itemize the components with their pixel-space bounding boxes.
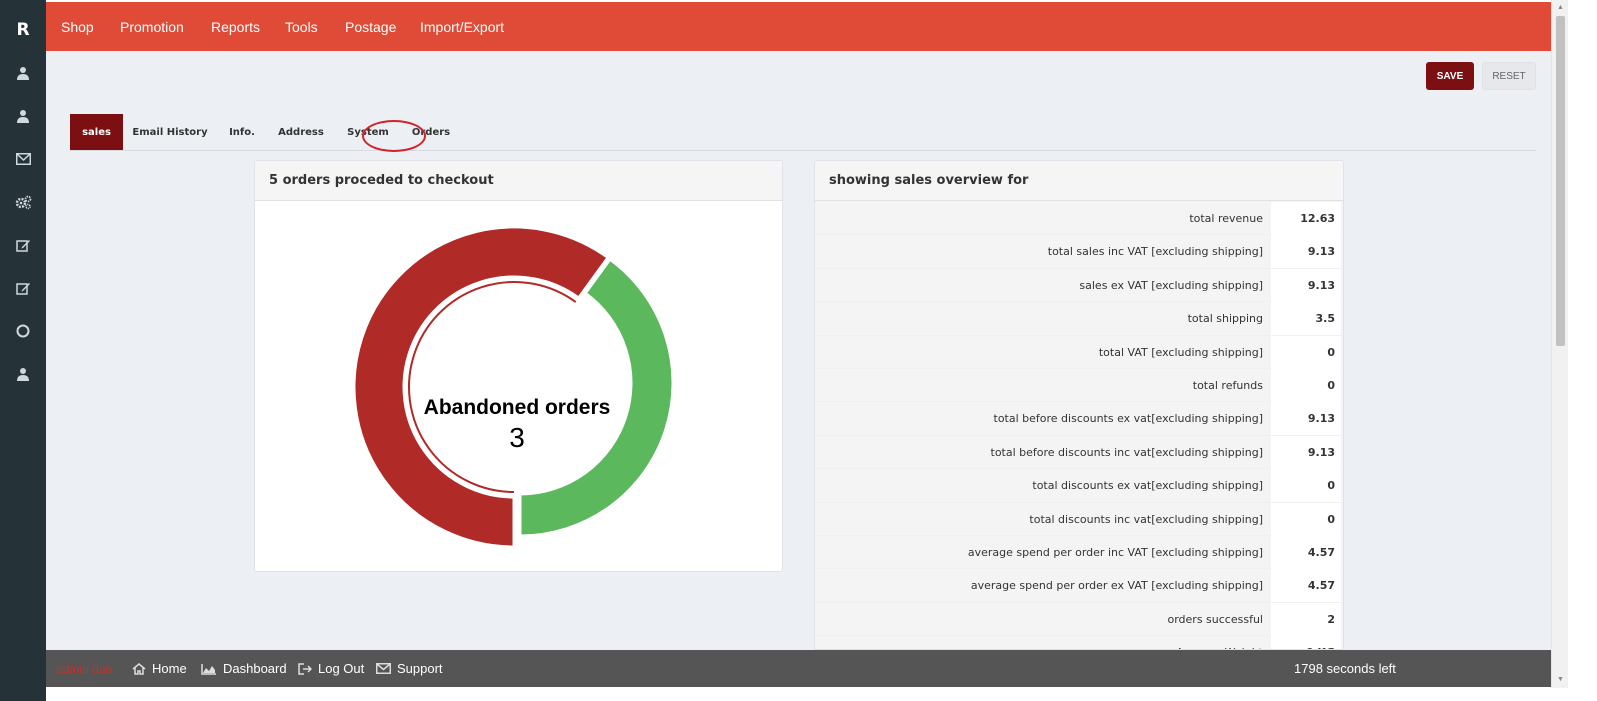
top-navigation: Shop Promotion Reports Tools Postage Imp… — [46, 2, 1551, 51]
nav-reports[interactable]: Reports — [211, 19, 261, 35]
stat-row: total revenue 12.63 — [815, 202, 1343, 236]
stat-row: total shipping 3.5 — [815, 302, 1343, 336]
user-icon[interactable] — [14, 107, 32, 125]
reset-button[interactable]: RESET — [1482, 62, 1536, 90]
area-chart-icon — [201, 663, 216, 675]
nav-promotion[interactable]: Promotion — [120, 19, 184, 35]
stat-value: 9.13 — [1271, 402, 1341, 436]
stat-label: total discounts ex vat[excluding shippin… — [1032, 479, 1263, 493]
checkout-chart-panel: 5 orders proceded to checkout Abandoned … — [254, 160, 783, 572]
stat-label: total revenue — [1189, 212, 1263, 225]
stat-value: 9.13 — [1271, 268, 1341, 302]
home-icon — [132, 662, 146, 675]
scroll-down-icon[interactable]: ▼ — [1557, 676, 1564, 683]
footer-dashboard-label: Dashboard — [223, 661, 287, 676]
sales-overview-panel: showing sales overview for total revenue… — [814, 160, 1344, 650]
circle-icon[interactable] — [14, 322, 32, 340]
stat-value: 0 — [1271, 335, 1341, 369]
tab-sales[interactable]: sales — [70, 114, 123, 150]
tab-address[interactable]: Address — [278, 126, 324, 138]
app-logo[interactable]: R — [16, 20, 30, 40]
stat-value: 0 — [1271, 368, 1341, 402]
stat-label: sales ex VAT [excluding shipping] — [1079, 278, 1263, 292]
tab-orders[interactable]: Orders — [411, 126, 451, 138]
tab-info[interactable]: Info. — [229, 126, 255, 138]
page-scrollbar[interactable]: ▲ ▼ — [1551, 0, 1568, 688]
edit-icon[interactable] — [14, 236, 32, 254]
stat-row: orders successful 2 — [815, 602, 1343, 637]
stat-row: total VAT [excluding shipping] 0 — [815, 335, 1343, 369]
stat-value: 12.63 — [1271, 202, 1341, 235]
stat-value: 4.57 — [1271, 535, 1341, 569]
sidebar: R — [0, 0, 46, 701]
stat-value: 4.57 — [1271, 569, 1341, 603]
stat-row: total before discounts ex vat[excluding … — [815, 402, 1343, 436]
stat-label: total VAT [excluding shipping] — [1098, 345, 1263, 359]
envelope-icon — [376, 663, 391, 674]
stat-value: 9.13 — [1271, 435, 1341, 469]
footer-support-label: Support — [397, 661, 443, 676]
scroll-thumb[interactable] — [1556, 16, 1565, 346]
session-timer: 1798 seconds left — [1294, 661, 1396, 676]
donut-chart: Abandoned orders 3 — [352, 225, 675, 549]
stat-value: 3.5 — [1271, 302, 1341, 336]
stat-label: average spend per order inc VAT [excludi… — [967, 545, 1263, 559]
scroll-up-icon[interactable]: ▲ — [1557, 4, 1564, 11]
chart-center-value: 3 — [509, 422, 525, 453]
stat-value: 0 — [1271, 469, 1341, 503]
envelope-icon[interactable] — [14, 150, 32, 168]
nav-tools[interactable]: Tools — [285, 19, 318, 35]
stat-label: Average Weight — [1176, 646, 1263, 649]
nav-import-export[interactable]: Import/Export — [420, 19, 505, 35]
tab-bar: sales Email History Info. Address System… — [70, 114, 1536, 152]
stat-label: total discounts inc vat[excluding shippi… — [1029, 512, 1263, 526]
user-icon[interactable] — [14, 365, 32, 383]
tab-email-history[interactable]: Email History — [132, 126, 208, 138]
stat-row: sales ex VAT [excluding shipping] 9.13 — [815, 268, 1343, 303]
chart-center-label: Abandoned orders — [424, 396, 611, 419]
footer-logout-label: Log Out — [318, 661, 365, 676]
footer-home-label: Home — [152, 661, 187, 676]
stat-label: orders successful — [1167, 612, 1264, 626]
logout-icon — [298, 662, 312, 675]
stat-label: average spend per order ex VAT [excludin… — [970, 579, 1263, 593]
stat-value: 0 KG — [1271, 636, 1341, 649]
stat-label: total shipping — [1187, 312, 1263, 326]
stat-label: total before discounts inc vat[excluding… — [990, 445, 1264, 459]
gears-icon[interactable] — [14, 193, 32, 211]
footer-home[interactable]: Home — [132, 661, 187, 676]
save-button[interactable]: SAVE — [1426, 62, 1474, 90]
stats-table: total revenue 12.63 total sales inc VAT [e… — [815, 202, 1343, 649]
nav-postage[interactable]: Postage — [345, 19, 397, 35]
stat-label: total before discounts ex vat[excluding … — [993, 412, 1264, 426]
stat-row: total before discounts inc vat[excluding… — [815, 435, 1343, 470]
nav-shop[interactable]: Shop — [61, 19, 94, 35]
footer-dashboard[interactable]: Dashboard — [201, 661, 287, 676]
edit-icon[interactable] — [14, 279, 32, 297]
stat-label: total sales inc VAT [excluding shipping] — [1047, 245, 1263, 259]
tab-system[interactable]: System — [347, 126, 389, 138]
chart-panel-title: 5 orders proceded to checkout — [255, 161, 782, 201]
footer-bar: admin duo Home Dashboard Log Out Support… — [46, 650, 1551, 687]
stat-row: average spend per order ex VAT [excludin… — [815, 569, 1343, 603]
stat-row: total sales inc VAT [excluding shipping]… — [815, 235, 1343, 269]
stat-row: total refunds 0 — [815, 368, 1343, 403]
footer-support[interactable]: Support — [376, 661, 443, 676]
stat-row: total discounts ex vat[excluding shippin… — [815, 469, 1343, 503]
stats-panel-title: showing sales overview for — [815, 161, 1343, 201]
admin-user[interactable]: admin duo — [56, 662, 113, 676]
stat-label: total refunds — [1192, 378, 1263, 392]
footer-logout[interactable]: Log Out — [298, 661, 364, 676]
stat-row: Average Weight 0 KG — [815, 636, 1343, 649]
donut-inner-ring — [408, 281, 577, 493]
stat-value: 2 — [1271, 602, 1341, 636]
donut-slice-completed[interactable] — [518, 257, 675, 538]
user-icon[interactable] — [14, 64, 32, 82]
stat-row: total discounts inc vat[excluding shippi… — [815, 502, 1343, 536]
stat-value: 0 — [1271, 502, 1341, 536]
stat-value: 9.13 — [1271, 235, 1341, 269]
donut-slice-abandoned[interactable] — [352, 225, 611, 549]
main-content: SAVE RESET sales Email History Info. Add… — [46, 51, 1551, 650]
stat-row: average spend per order inc VAT [excludi… — [815, 535, 1343, 570]
